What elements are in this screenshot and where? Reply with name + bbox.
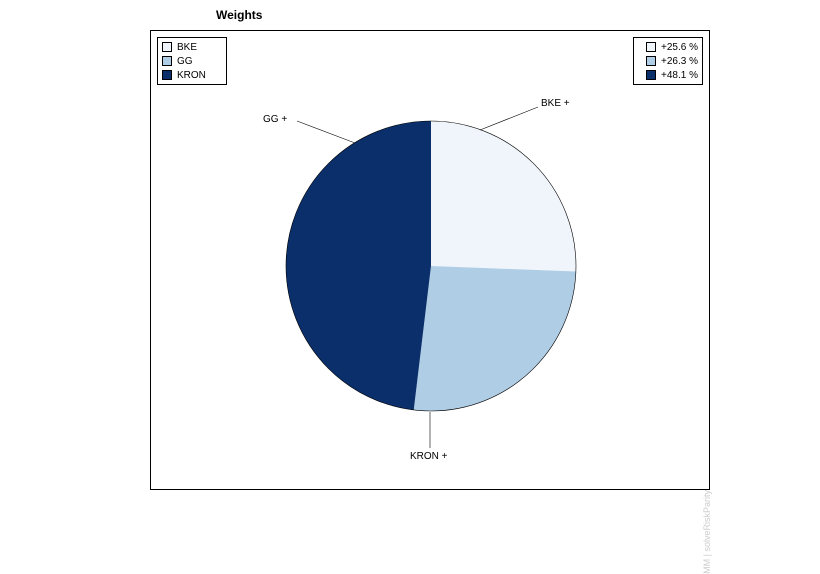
- legend-row: BKE: [162, 40, 222, 54]
- legend-row: KRON: [162, 68, 222, 82]
- slice-label: BKE +: [541, 98, 570, 109]
- pie-slice-kron: [286, 121, 431, 410]
- legend-label: +25.6 %: [661, 42, 698, 53]
- legend-label: +48.1 %: [661, 70, 698, 81]
- slice-label: KRON +: [410, 451, 448, 462]
- legend-row: +48.1 %: [638, 68, 698, 82]
- legend-label: GG: [177, 56, 193, 67]
- pie-slice-gg: [414, 266, 576, 411]
- watermark: MM | solveRiskParity: [702, 490, 712, 574]
- legend-swatch: [646, 42, 656, 52]
- leader-line: [297, 121, 355, 143]
- chart-title: Weights: [216, 8, 262, 22]
- pie-slice-bke: [431, 121, 576, 271]
- legend-label: BKE: [177, 42, 197, 53]
- legend-label: +26.3 %: [661, 56, 698, 67]
- chart-frame: BKE GG KRON +25.6 % +26.3 % +48.1 % BKE + GG …: [150, 30, 710, 490]
- legend-swatch: [646, 56, 656, 66]
- slice-label: GG +: [263, 114, 287, 125]
- legend-swatch: [162, 70, 172, 80]
- legend-swatch: [162, 56, 172, 66]
- legend-swatch: [162, 42, 172, 52]
- legend-row: GG: [162, 54, 222, 68]
- leader-line: [480, 107, 538, 130]
- legend-row: +26.3 %: [638, 54, 698, 68]
- legend-row: +25.6 %: [638, 40, 698, 54]
- legend-swatch: [646, 70, 656, 80]
- legend-labels: BKE GG KRON: [157, 37, 227, 85]
- legend-label: KRON: [177, 70, 206, 81]
- pie-chart-svg: [151, 31, 711, 491]
- legend-values: +25.6 % +26.3 % +48.1 %: [633, 37, 703, 85]
